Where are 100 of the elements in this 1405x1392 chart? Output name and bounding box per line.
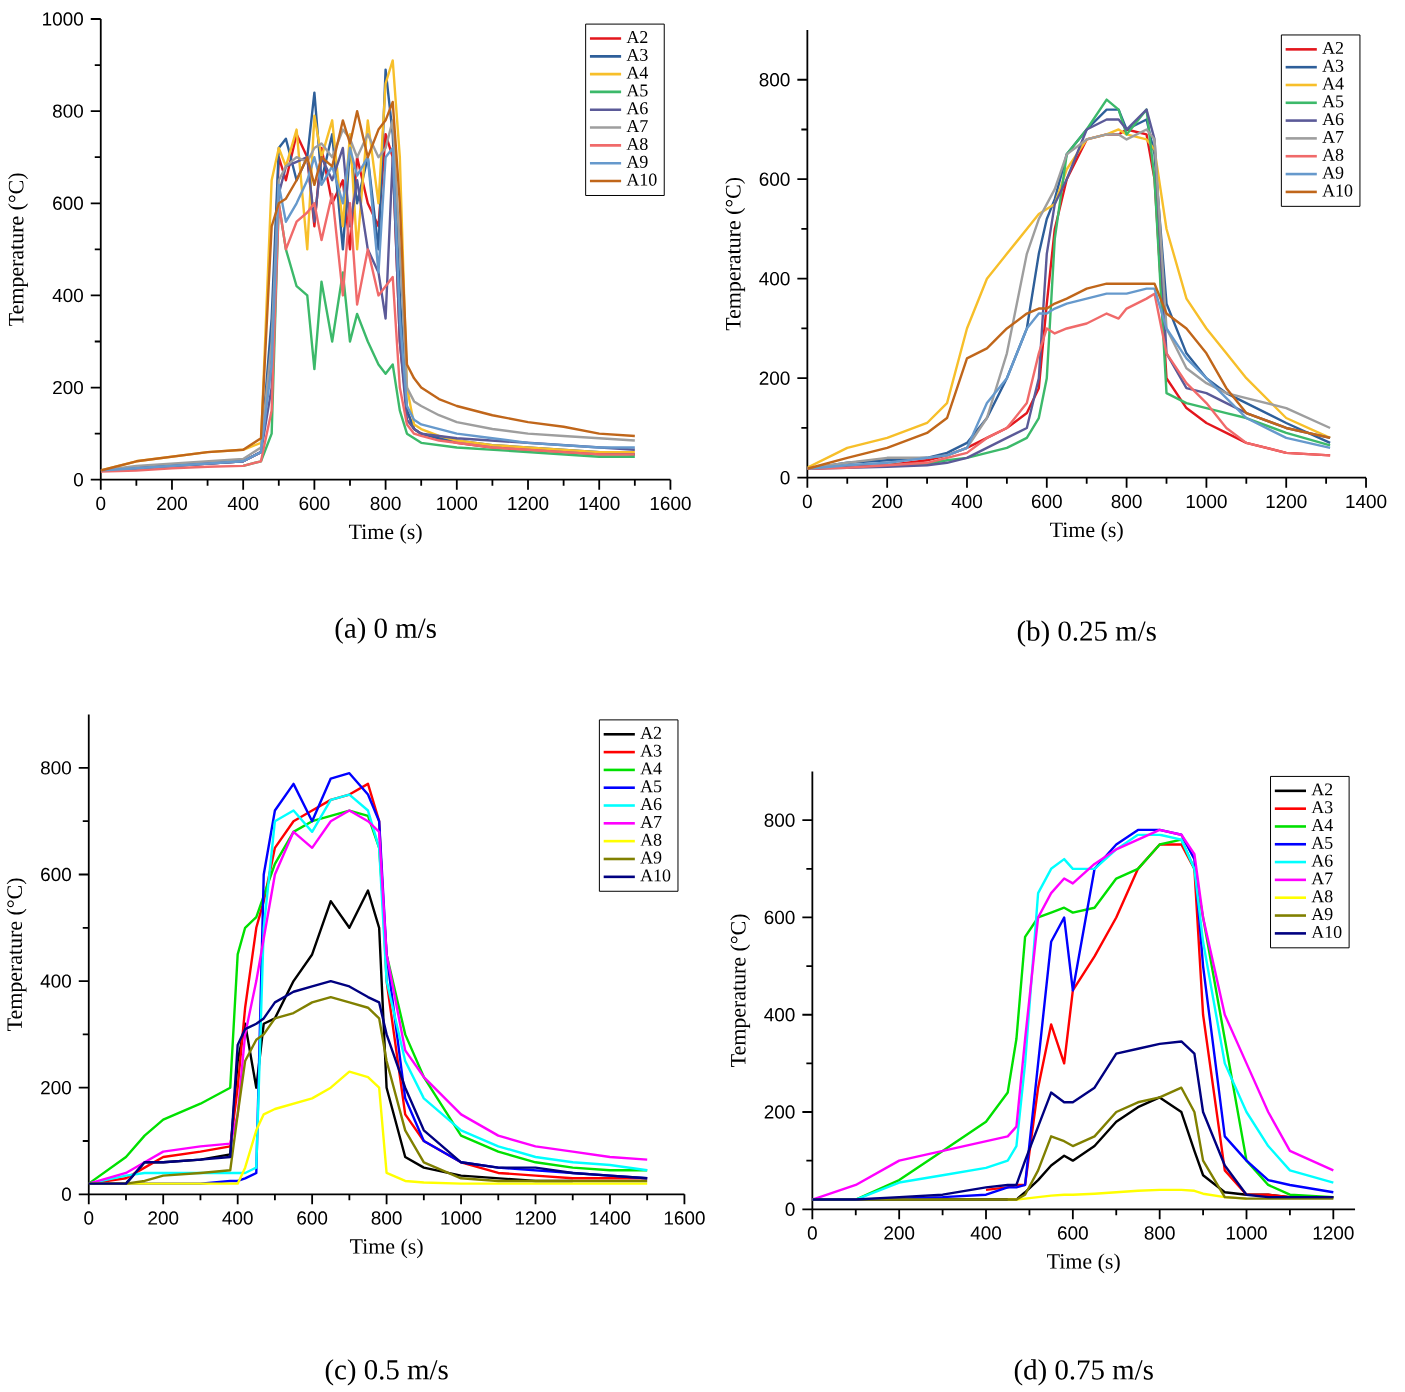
y-tick-label: 400 (52, 288, 83, 303)
text: (d) 0.75 m/s (1014, 1359, 1153, 1386)
y-axis-title: Temperature (°C) (8, 173, 28, 326)
legend-label: A8 (1311, 890, 1333, 903)
x-tick-label: 1200 (1313, 1226, 1354, 1240)
legend-label: A5 (1311, 836, 1333, 849)
y-tick-label: 1000 (43, 12, 83, 26)
y-tick-label: 800 (759, 72, 790, 87)
legend-label: A8 (640, 833, 662, 846)
y-tick-label: 0 (785, 1202, 795, 1216)
legend-label: A10 (640, 869, 671, 882)
legend-label: A6 (640, 798, 662, 811)
y-tick-label: 200 (764, 1105, 795, 1119)
x-tick-label: 600 (297, 1211, 328, 1225)
x-axis-title: Time (s) (349, 1238, 423, 1259)
legend-label: A8 (1322, 148, 1344, 161)
y-tick-label: 200 (41, 1080, 71, 1095)
x-tick-label: 400 (227, 496, 259, 511)
y-tick-label: 400 (764, 1007, 795, 1022)
x-tick-label: 400 (222, 1211, 253, 1225)
x-tick-label: 0 (96, 496, 106, 511)
legend-label: A10 (1322, 184, 1353, 197)
legend-label: A2 (1311, 783, 1333, 796)
x-tick-label: 800 (1111, 494, 1142, 509)
legend-label: A9 (640, 851, 662, 864)
legend-label: A3 (1311, 801, 1333, 814)
y-tick-label: 600 (759, 172, 790, 186)
x-tick-label: 1600 (650, 496, 691, 511)
y-axis-title: Temperature (°C) (725, 177, 746, 331)
y-tick-label: 0 (61, 1187, 71, 1201)
x-axis-title: Time (s) (1050, 521, 1123, 542)
y-tick-label: 200 (53, 380, 83, 395)
text: (b) 0.25 m/s (1017, 620, 1156, 647)
y-tick-label: 0 (73, 472, 83, 487)
y-tick-label: 400 (40, 974, 71, 988)
legend-label: A4 (1311, 818, 1333, 831)
x-tick-label: 1200 (508, 496, 549, 511)
x-tick-label: 0 (84, 1211, 94, 1225)
x-tick-label: 800 (370, 496, 401, 511)
x-tick-label: 1000 (1226, 1226, 1267, 1240)
x-tick-label: 1400 (1346, 494, 1387, 509)
legend-label: A9 (626, 155, 648, 168)
legend-label: A6 (1311, 854, 1333, 867)
x-tick-label: 200 (157, 496, 187, 511)
x-tick-label: 600 (1058, 1226, 1088, 1240)
x-tick-label: 600 (299, 496, 330, 511)
legend-label: A3 (626, 48, 648, 61)
y-tick-label: 0 (780, 470, 790, 485)
x-tick-label: 200 (148, 1211, 179, 1225)
legend-label: A2 (640, 726, 662, 739)
legend-label: A4 (1322, 77, 1344, 90)
y-tick-label: 600 (41, 867, 71, 882)
x-tick-label: 200 (884, 1226, 915, 1240)
x-tick-label: 0 (807, 1226, 817, 1240)
legend-label: A5 (640, 780, 662, 793)
legend-label: A10 (626, 173, 657, 186)
legend-label: A6 (626, 102, 648, 115)
legend-label: A7 (1311, 872, 1333, 885)
x-tick-label: 1000 (441, 1211, 482, 1225)
legend-label: A10 (1311, 925, 1342, 938)
x-tick-label: 1400 (590, 1211, 631, 1225)
x-tick-label: 200 (872, 494, 903, 509)
legend-label: A6 (1322, 113, 1344, 126)
y-tick-label: 400 (759, 271, 790, 286)
x-axis-title: Time (s) (348, 523, 422, 544)
y-tick-label: 800 (764, 813, 795, 827)
x-tick-label: 1000 (437, 496, 478, 511)
x-tick-label: 800 (1144, 1226, 1175, 1240)
x-tick-label: 400 (970, 1226, 1002, 1240)
legend-label: A4 (640, 762, 662, 775)
legend-label: A2 (626, 31, 648, 43)
legend-label: A5 (1322, 95, 1344, 108)
x-tick-label: 800 (371, 1211, 402, 1225)
x-axis-title: Time (s) (1047, 1253, 1120, 1274)
y-tick-label: 600 (764, 910, 795, 925)
x-tick-label: 1400 (579, 496, 620, 511)
legend-label: A8 (626, 137, 648, 150)
text: (c) 0.5 m/s (325, 1359, 448, 1386)
y-tick-label: 600 (53, 196, 83, 210)
legend-label: A7 (640, 815, 662, 828)
legend-label: A9 (1322, 166, 1344, 179)
y-axis-title: Temperature (°C) (6, 878, 27, 1031)
text: (a) 0 m/s (335, 617, 436, 644)
y-tick-label: 200 (759, 371, 790, 385)
legend-label: A3 (1322, 59, 1344, 72)
x-tick-label: 0 (802, 494, 812, 509)
legend-label: A9 (1311, 908, 1333, 921)
x-tick-label: 1200 (1266, 494, 1307, 509)
legend-label: A7 (626, 120, 648, 132)
legend-label: A2 (1322, 41, 1344, 54)
legend-label: A7 (1322, 130, 1344, 143)
x-tick-label: 600 (1031, 494, 1062, 509)
x-tick-label: 1200 (515, 1211, 556, 1225)
y-axis-title: Temperature (°C) (730, 914, 751, 1067)
legend-label: A4 (626, 66, 649, 79)
legend-label: A5 (626, 84, 648, 97)
x-tick-label: 400 (951, 494, 983, 509)
legend-label: A3 (640, 744, 662, 757)
y-tick-label: 800 (52, 104, 83, 118)
x-tick-label: 1000 (1186, 494, 1227, 509)
